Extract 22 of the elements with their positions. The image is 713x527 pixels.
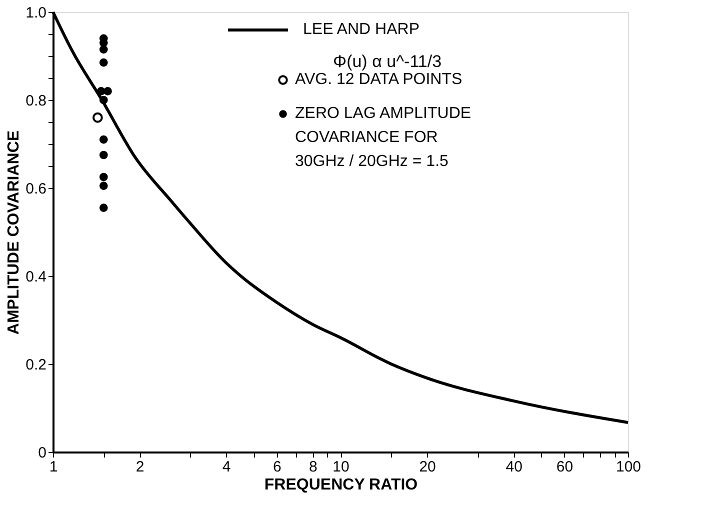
x-tick-label: 10 — [332, 458, 350, 476]
x-tick-label: 2 — [136, 458, 144, 476]
legend-label: AVG. 12 DATA POINTS — [295, 71, 462, 88]
y-tick-label: 0.4 — [26, 268, 46, 286]
y-tick-label: 0.6 — [26, 180, 46, 198]
x-axis-title: FREQUENCY RATIO — [264, 476, 418, 494]
x-tick-label: 1 — [49, 458, 58, 476]
y-tick-label: 0.2 — [26, 356, 46, 374]
y-tick-label: 0 — [38, 444, 46, 462]
y-tick-label: 1.0 — [26, 4, 46, 22]
x-tick-label: 40 — [506, 458, 522, 476]
legend-label: ZERO LAG AMPLITUDE COVARIANCE FOR 30GHz / 20GHz = 1.5 — [295, 105, 472, 170]
x-tick-label: 20 — [419, 458, 436, 476]
annotation: Φ(u) α u^-11/3 — [333, 52, 442, 71]
x-tick-label: 8 — [308, 458, 318, 476]
x-tick-label: 60 — [556, 458, 574, 476]
x-tick-label: 100 — [616, 458, 642, 476]
y-axis-title: AMPLITUDE COVARIANCE — [6, 130, 23, 335]
x-tick-label: 4 — [222, 458, 231, 476]
x-tick-label: 6 — [273, 458, 282, 476]
legend-label: LEE AND HARP — [303, 21, 420, 38]
y-tick-label: 0.8 — [26, 92, 46, 110]
